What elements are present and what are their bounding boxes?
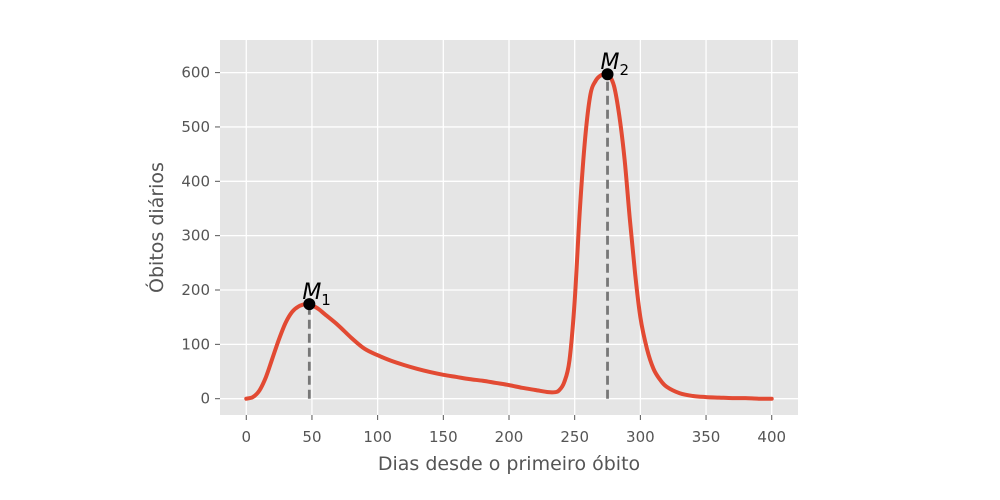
- y-tick-label: 600: [181, 64, 210, 82]
- y-tick-label: 300: [181, 227, 210, 245]
- peak-markers: M1 M2: [302, 50, 630, 311]
- x-tick-label: 250: [560, 428, 589, 446]
- x-tick-label: 400: [757, 428, 786, 446]
- x-tick-label: 300: [626, 428, 655, 446]
- y-tick-label: 200: [181, 281, 210, 299]
- x-tick-label: 200: [495, 428, 524, 446]
- y-tick-label: 400: [181, 172, 210, 190]
- peak-label-2: M2: [601, 50, 630, 79]
- x-tick-label: 350: [692, 428, 721, 446]
- peak-label-1: M1: [302, 280, 331, 309]
- x-tick-label: 50: [302, 428, 321, 446]
- y-tick-label: 500: [181, 118, 210, 136]
- x-tick-label: 150: [429, 428, 458, 446]
- y-axis-ticks: 0 100 200 300 400 500 600: [181, 64, 220, 408]
- peak-marker-2: [601, 68, 614, 81]
- y-axis-label: Óbitos diários: [144, 162, 168, 293]
- peak-guide-lines: [307, 74, 609, 399]
- x-tick-label: 100: [363, 428, 392, 446]
- x-axis-label: Dias desde o primeiro óbito: [378, 453, 640, 475]
- y-tick-label: 100: [181, 335, 210, 353]
- peak-marker-1: [303, 298, 316, 311]
- x-axis-ticks: 0 50 100 150 200 250 300 350 400: [241, 415, 786, 446]
- y-tick-label: 0: [200, 390, 210, 408]
- x-tick-label: 0: [241, 428, 251, 446]
